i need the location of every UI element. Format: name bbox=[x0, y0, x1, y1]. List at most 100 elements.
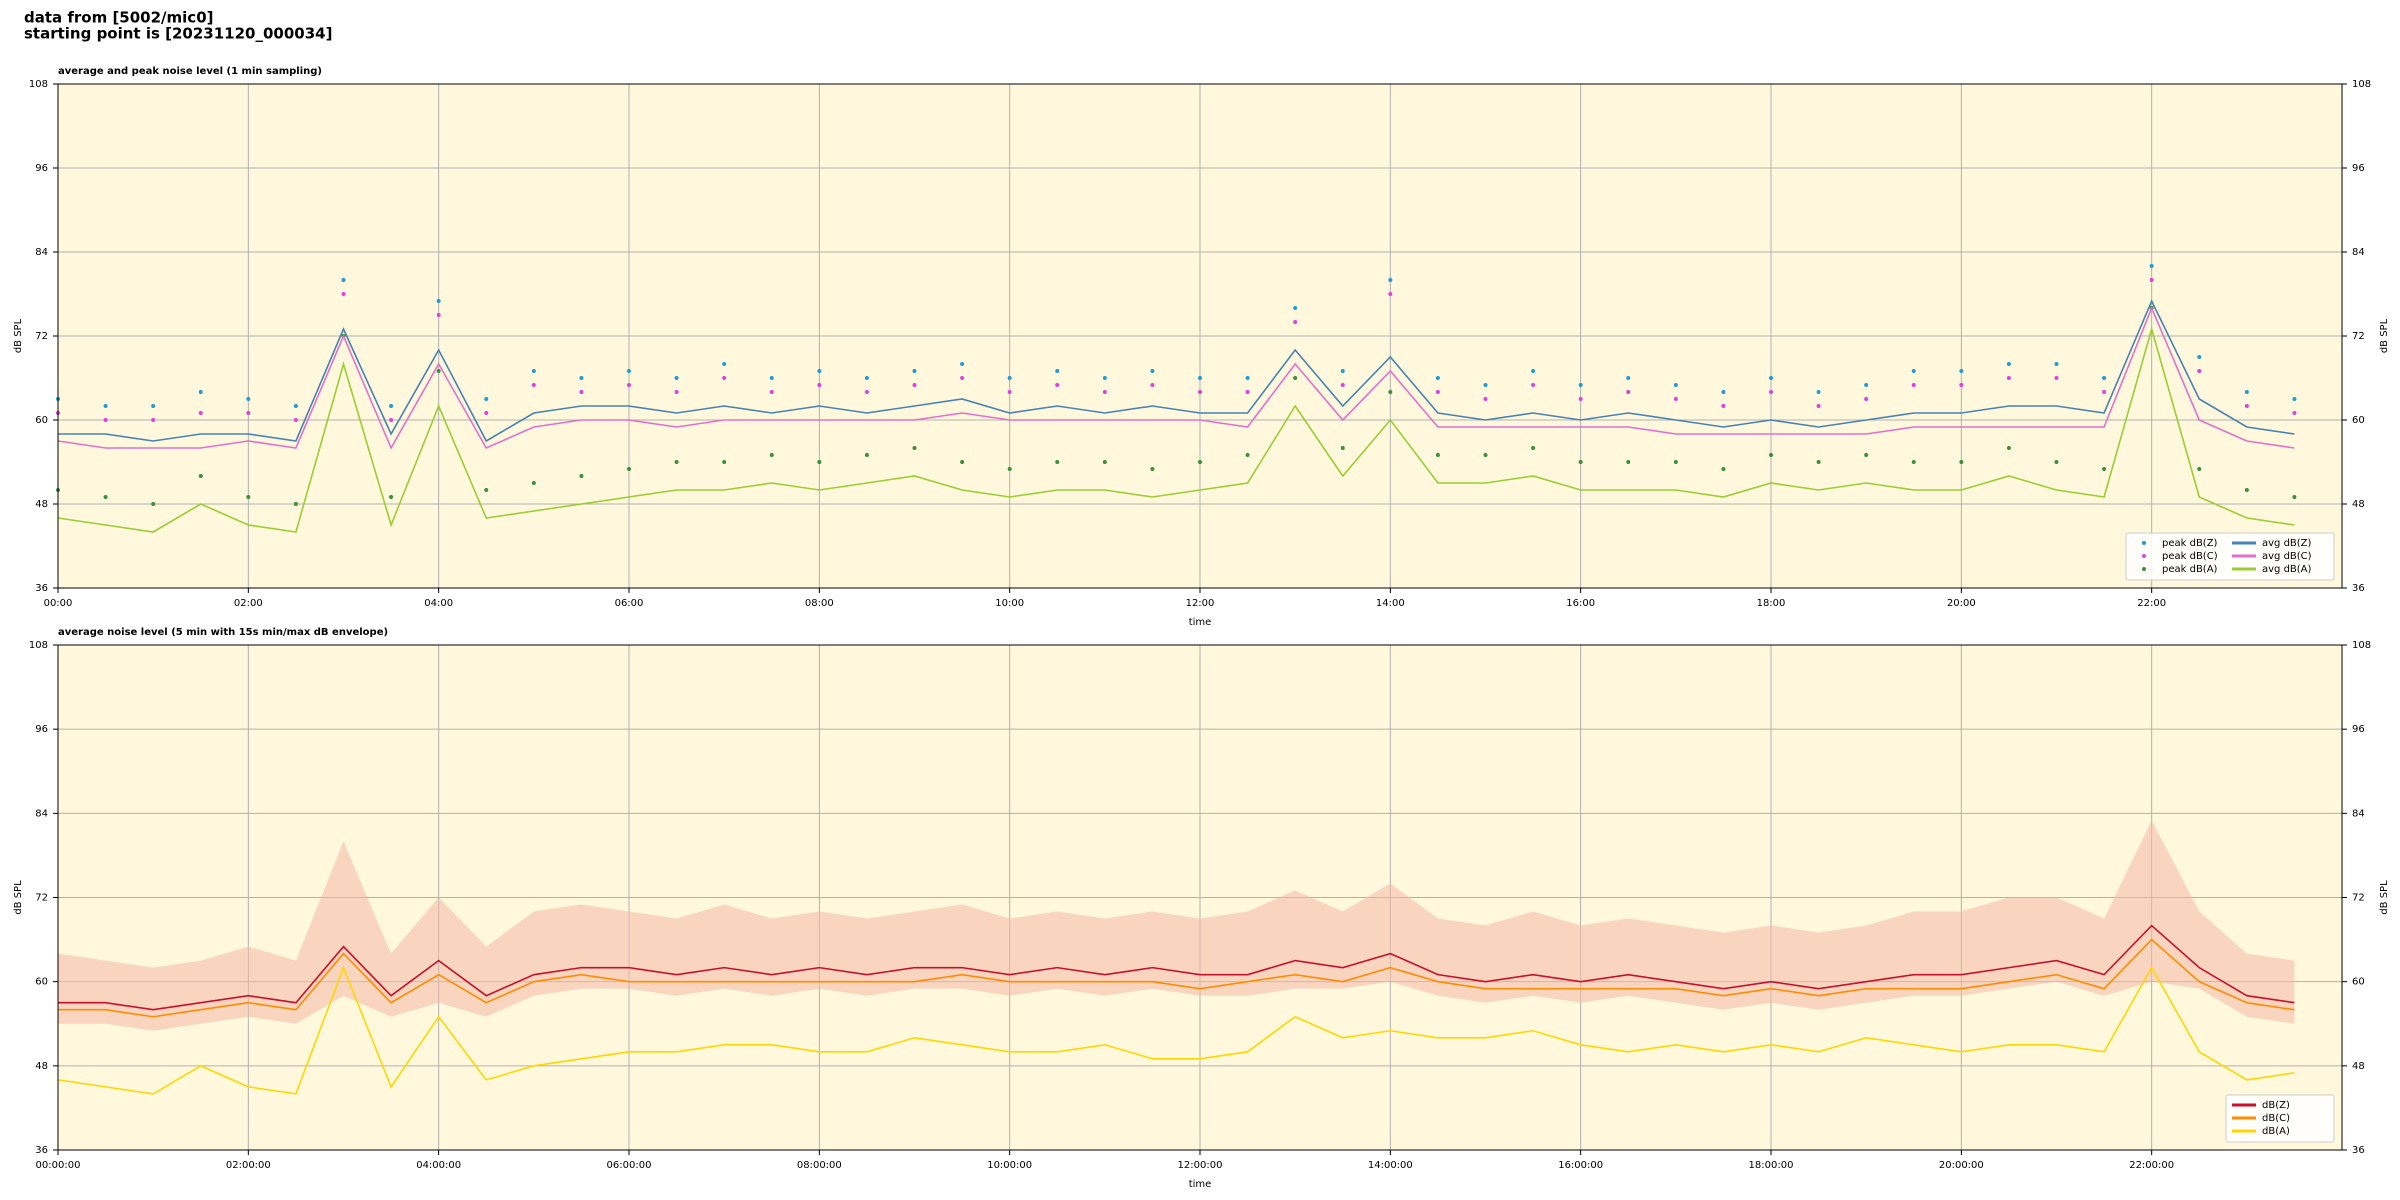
x-tick-label: 06:00:00 bbox=[607, 1160, 652, 1171]
peak-dot bbox=[246, 495, 251, 499]
peak-dot bbox=[103, 495, 108, 499]
peak-dot bbox=[1483, 397, 1488, 401]
peak-dot bbox=[1102, 376, 1107, 380]
x-tick-label: 06:00 bbox=[615, 598, 644, 609]
y-tick-label-right: 36 bbox=[2352, 583, 2365, 594]
peak-dot bbox=[627, 369, 631, 373]
x-tick-label: 16:00:00 bbox=[1558, 1160, 1603, 1171]
peak-dot bbox=[1911, 383, 1916, 387]
x-tick-label: 02:00:00 bbox=[226, 1160, 271, 1171]
peak-dot bbox=[2054, 376, 2059, 380]
x-tick-label: 12:00 bbox=[1186, 598, 1215, 609]
peak-dot bbox=[103, 404, 108, 408]
peak-dot bbox=[2197, 355, 2202, 359]
peak-dot bbox=[389, 418, 394, 422]
y-tick-label-right: 48 bbox=[2352, 1061, 2365, 1072]
peak-dot bbox=[912, 383, 917, 387]
x-tick-label: 18:00:00 bbox=[1749, 1160, 1794, 1171]
peak-dot bbox=[1769, 453, 1773, 457]
peak-dot bbox=[1150, 383, 1155, 387]
peak-dot bbox=[198, 411, 203, 415]
legend-label: dB(C) bbox=[2262, 1113, 2290, 1124]
peak-dot bbox=[1198, 376, 1202, 380]
peak-dot bbox=[1721, 467, 1726, 471]
peak-dot bbox=[1959, 460, 1964, 464]
peak-dot bbox=[912, 369, 917, 373]
peak-dot bbox=[484, 397, 489, 401]
x-axis-label: time bbox=[1189, 617, 1212, 628]
x-tick-label: 14:00:00 bbox=[1368, 1160, 1413, 1171]
peak-dot bbox=[1626, 390, 1631, 394]
peak-dot bbox=[627, 467, 631, 471]
peak-dot bbox=[1578, 397, 1583, 401]
peak-dot bbox=[1435, 376, 1440, 380]
y-tick-label: 72 bbox=[35, 893, 48, 904]
peak-dot bbox=[1721, 390, 1726, 394]
peak-dot bbox=[1150, 467, 1155, 471]
legend-label: dB(Z) bbox=[2262, 1100, 2290, 1111]
peak-dot bbox=[2244, 390, 2249, 394]
peak-dot bbox=[1007, 390, 1012, 394]
peak-dot bbox=[531, 369, 536, 373]
peak-dot bbox=[293, 418, 298, 422]
peak-dot bbox=[1055, 383, 1060, 387]
peak-dot bbox=[579, 390, 584, 394]
x-tick-label: 20:00 bbox=[1947, 598, 1976, 609]
y-axis-label: dB SPL bbox=[13, 880, 24, 915]
peak-dot bbox=[769, 390, 774, 394]
peak-dot bbox=[1245, 376, 1250, 380]
peak-dot bbox=[579, 474, 584, 478]
peak-dot bbox=[864, 376, 869, 380]
y-tick-label: 84 bbox=[35, 247, 48, 258]
x-tick-label: 04:00 bbox=[424, 598, 453, 609]
peak-dot bbox=[1626, 376, 1631, 380]
series-line bbox=[58, 938, 2295, 1018]
peak-dot bbox=[722, 362, 727, 366]
x-tick-label: 00:00:00 bbox=[36, 1160, 81, 1171]
peak-dot bbox=[1435, 453, 1440, 457]
peak-dot bbox=[864, 390, 869, 394]
peak-dot bbox=[960, 460, 965, 464]
peak-dot bbox=[1293, 320, 1298, 324]
peak-dot bbox=[2102, 467, 2107, 471]
y-tick-label-right: 72 bbox=[2352, 893, 2365, 904]
peak-dot bbox=[198, 390, 203, 394]
legend-label: avg dB(Z) bbox=[2262, 538, 2312, 549]
series-line bbox=[57, 965, 2295, 1095]
peak-dot bbox=[2006, 362, 2011, 366]
peak-dot bbox=[1911, 369, 1916, 373]
peak-dot bbox=[151, 418, 156, 422]
peak-dot bbox=[1673, 383, 1678, 387]
y-tick-label: 36 bbox=[35, 1145, 48, 1156]
peak-dot bbox=[960, 376, 965, 380]
y-tick-label: 60 bbox=[35, 415, 48, 426]
peak-dot bbox=[389, 404, 394, 408]
peak-dot bbox=[198, 474, 203, 478]
legend-box bbox=[2125, 532, 2335, 581]
peak-dot bbox=[1388, 292, 1393, 296]
y-tick-label-right: 108 bbox=[2352, 79, 2371, 90]
peak-dot bbox=[674, 460, 679, 464]
header-start: starting point is [20231120_000034] bbox=[24, 25, 332, 43]
peak-dot bbox=[579, 376, 584, 380]
y-axis-label-right: dB SPL bbox=[2379, 880, 2390, 915]
peak-dot bbox=[1769, 390, 1773, 394]
y-tick-label: 60 bbox=[35, 977, 48, 988]
y-tick-label-right: 108 bbox=[2352, 640, 2371, 651]
plot-title: average and peak noise level (1 min samp… bbox=[58, 66, 322, 77]
peak-dot bbox=[674, 390, 679, 394]
peak-dot bbox=[531, 481, 536, 485]
legend-swatch bbox=[2142, 541, 2146, 545]
peak-dot bbox=[1769, 376, 1773, 380]
y-tick-label-right: 36 bbox=[2352, 1145, 2365, 1156]
y-tick-label-right: 96 bbox=[2352, 724, 2365, 735]
legend-label: dB(A) bbox=[2262, 1126, 2290, 1137]
series-line bbox=[57, 305, 2295, 450]
peak-dot bbox=[484, 411, 489, 415]
peak-dot bbox=[1578, 460, 1583, 464]
peak-dot bbox=[436, 313, 441, 317]
peak-dot bbox=[1531, 383, 1536, 387]
peak-dot bbox=[2149, 264, 2154, 268]
series-line bbox=[57, 326, 2295, 533]
